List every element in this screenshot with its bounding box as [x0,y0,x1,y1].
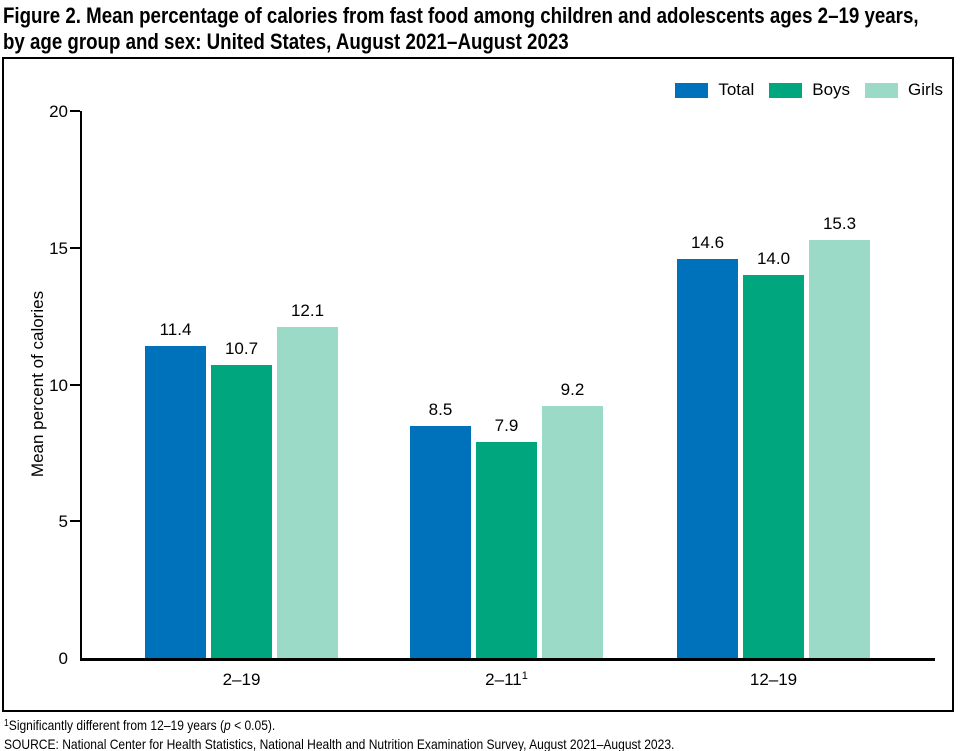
bar-value-label: 10.7 [224,339,259,358]
figure-title: Figure 2. Mean percentage of calories fr… [3,3,919,55]
x-category-label-2: 12–19 [704,670,844,690]
legend-swatch-boys [769,82,803,98]
bar-value-label: 7.9 [494,416,519,435]
bar-boys-1 [476,442,537,658]
figure-title-line-1: Figure 2. Mean percentage of calories fr… [3,3,919,28]
bar-value-label: 15.3 [822,214,857,233]
x-category-label-1: 2–111 [437,670,577,692]
bar-boys-0 [211,365,272,658]
footnote-source: SOURCE: National Center for Health Stati… [4,736,675,751]
bar-value-label: 11.4 [159,320,192,339]
bar-value-label: 14.0 [756,249,791,268]
y-axis-line [80,111,82,661]
x-axis-line [80,658,935,661]
bar-value-label: 9.2 [560,380,585,399]
legend: Total Boys Girls [675,80,943,100]
footnote-significance: 1Significantly different from 12–19 year… [4,717,276,733]
footnotes: 1Significantly different from 12–19 year… [4,717,674,751]
chart-frame: Total Boys Girls Mean percent of calories … [2,57,954,712]
legend-label: Boys [812,80,851,99]
bar-girls-2 [809,240,870,658]
bar-total-1 [410,426,471,658]
x-category-text: 2–11 [485,670,522,689]
x-category-text: 2–19 [222,670,261,689]
y-axis-tick-label: 5 [58,512,68,532]
x-category-superscript: 1 [521,670,528,682]
legend-label: Girls [908,80,943,99]
figure-title-line-2: by age group and sex: United States, Aug… [3,29,569,54]
bar-girls-0 [277,327,338,658]
bar-total-0 [145,346,206,658]
y-axis-tick-label: 10 [49,375,68,395]
bar-total-2 [677,259,738,658]
legend-label: Total [718,80,755,99]
y-axis-tick [70,520,80,523]
y-axis-tick-label: 0 [58,649,68,668]
y-axis-tick-label: 20 [49,102,68,121]
legend-item-girls: Girls [865,80,943,100]
y-axis-tick [70,383,80,386]
bar-girls-1 [542,406,603,658]
bar-value-label: 14.6 [690,233,725,252]
bar-value-label: 8.5 [428,400,453,419]
x-category-text: 12–19 [749,670,798,689]
footnote-p-symbol: p [224,717,231,733]
y-axis-tick-label: 15 [49,238,68,258]
x-category-label-0: 2–19 [172,670,312,690]
legend-swatch-girls [865,82,899,98]
legend-item-boys: Boys [769,80,850,100]
legend-swatch-total [675,82,709,98]
y-axis-tick [70,246,80,249]
y-axis-tick [70,110,80,112]
legend-item-total: Total [675,80,754,100]
bar-boys-2 [743,275,804,658]
bar-value-label: 12.1 [290,301,325,320]
footnote-superscript: 1 [4,718,9,729]
plot-area: Mean percent of calories 0 5 10 15 20 11.4 8.5… [4,59,952,710]
